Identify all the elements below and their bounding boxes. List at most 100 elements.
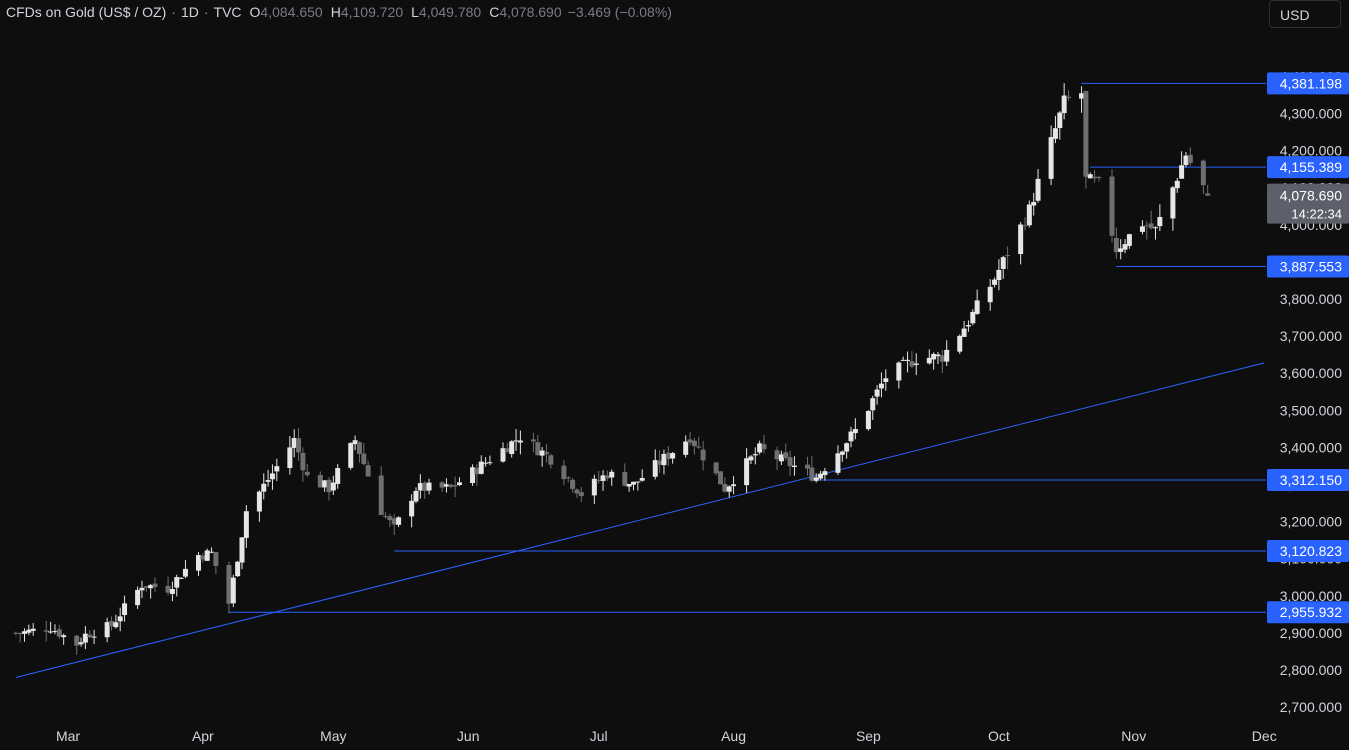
candles-layer[interactable]: [13, 83, 1211, 655]
candle[interactable]: [696, 436, 702, 449]
candle[interactable]: [744, 448, 750, 493]
candle[interactable]: [352, 435, 358, 451]
candle[interactable]: [992, 277, 998, 288]
candle[interactable]: [1048, 125, 1054, 185]
candle[interactable]: [109, 616, 114, 631]
candle[interactable]: [905, 351, 911, 373]
candle[interactable]: [787, 450, 793, 476]
candle[interactable]: [783, 443, 789, 461]
candle[interactable]: [304, 463, 310, 478]
candle[interactable]: [883, 369, 889, 391]
candle[interactable]: [652, 449, 658, 480]
candle[interactable]: [439, 480, 445, 492]
candle[interactable]: [165, 576, 171, 596]
candle[interactable]: [596, 470, 602, 484]
candle[interactable]: [961, 320, 967, 337]
candle[interactable]: [752, 447, 758, 465]
candle[interactable]: [26, 624, 32, 636]
candle[interactable]: [604, 470, 610, 481]
candle[interactable]: [383, 512, 389, 519]
candle[interactable]: [691, 437, 697, 455]
candle[interactable]: [1205, 184, 1211, 196]
candle[interactable]: [926, 349, 932, 365]
candle[interactable]: [944, 340, 950, 367]
candle[interactable]: [509, 440, 515, 458]
candle[interactable]: [474, 463, 480, 486]
candle[interactable]: [548, 453, 554, 469]
candle[interactable]: [48, 621, 54, 634]
symbol-title[interactable]: CFDs on Gold (US$ / OZ): [6, 4, 167, 20]
candle[interactable]: [1083, 90, 1089, 189]
candle[interactable]: [30, 623, 36, 636]
candle[interactable]: [178, 577, 184, 580]
candle[interactable]: [1144, 221, 1150, 240]
candle[interactable]: [896, 361, 902, 389]
candle[interactable]: [387, 513, 393, 528]
currency-button[interactable]: USD: [1269, 0, 1341, 28]
interval-label[interactable]: 1D: [180, 4, 199, 20]
candle[interactable]: [422, 481, 428, 500]
candle[interactable]: [539, 447, 545, 467]
candle[interactable]: [1139, 220, 1145, 235]
candle[interactable]: [1000, 255, 1006, 279]
candle[interactable]: [987, 279, 993, 311]
candle[interactable]: [1018, 221, 1024, 265]
candle[interactable]: [639, 469, 645, 482]
candle[interactable]: [1057, 111, 1063, 140]
candle[interactable]: [452, 476, 458, 498]
candle[interactable]: [661, 449, 667, 475]
candle[interactable]: [778, 450, 784, 465]
candle[interactable]: [483, 457, 489, 467]
candle[interactable]: [413, 487, 419, 504]
candle[interactable]: [322, 479, 328, 492]
candle[interactable]: [1174, 178, 1180, 193]
candle[interactable]: [13, 631, 19, 636]
candle[interactable]: [361, 443, 367, 466]
candle[interactable]: [409, 494, 415, 528]
candle[interactable]: [78, 637, 84, 647]
candle[interactable]: [1113, 227, 1119, 259]
time-axis[interactable]: Mar Apr May Jun Jul Aug Sep Oct Nov Dec: [56, 728, 1277, 744]
candle[interactable]: [726, 485, 732, 498]
candle[interactable]: [356, 441, 362, 463]
candle[interactable]: [852, 418, 858, 440]
candle[interactable]: [517, 430, 523, 455]
candle[interactable]: [226, 561, 232, 614]
candle[interactable]: [326, 477, 332, 501]
candle[interactable]: [1092, 169, 1098, 183]
candle[interactable]: [791, 456, 797, 476]
candle[interactable]: [631, 481, 636, 491]
candle[interactable]: [635, 481, 641, 491]
candle[interactable]: [909, 351, 915, 369]
candle[interactable]: [687, 432, 693, 446]
candle[interactable]: [113, 614, 119, 629]
candle[interactable]: [287, 435, 293, 475]
candle[interactable]: [957, 334, 963, 354]
candle[interactable]: [822, 467, 828, 481]
candle[interactable]: [722, 477, 728, 493]
candle[interactable]: [809, 456, 815, 482]
candle[interactable]: [713, 462, 719, 476]
candle[interactable]: [274, 458, 280, 482]
candle[interactable]: [1087, 172, 1093, 179]
candle[interactable]: [530, 432, 536, 453]
candle[interactable]: [1052, 115, 1058, 144]
candle[interactable]: [417, 474, 423, 499]
candle[interactable]: [448, 483, 454, 489]
candle[interactable]: [865, 410, 871, 431]
candle[interactable]: [457, 477, 462, 486]
candle[interactable]: [261, 473, 267, 500]
candle[interactable]: [61, 633, 67, 645]
candle[interactable]: [122, 595, 128, 622]
candle[interactable]: [626, 483, 632, 492]
candle[interactable]: [1109, 169, 1115, 243]
candle[interactable]: [174, 574, 180, 597]
candle[interactable]: [391, 514, 397, 535]
candle[interactable]: [700, 440, 706, 471]
candle[interactable]: [1005, 246, 1011, 270]
candle[interactable]: [91, 629, 97, 644]
candle[interactable]: [574, 488, 580, 499]
candle[interactable]: [182, 559, 188, 579]
candle[interactable]: [426, 478, 432, 495]
candle[interactable]: [256, 490, 262, 522]
